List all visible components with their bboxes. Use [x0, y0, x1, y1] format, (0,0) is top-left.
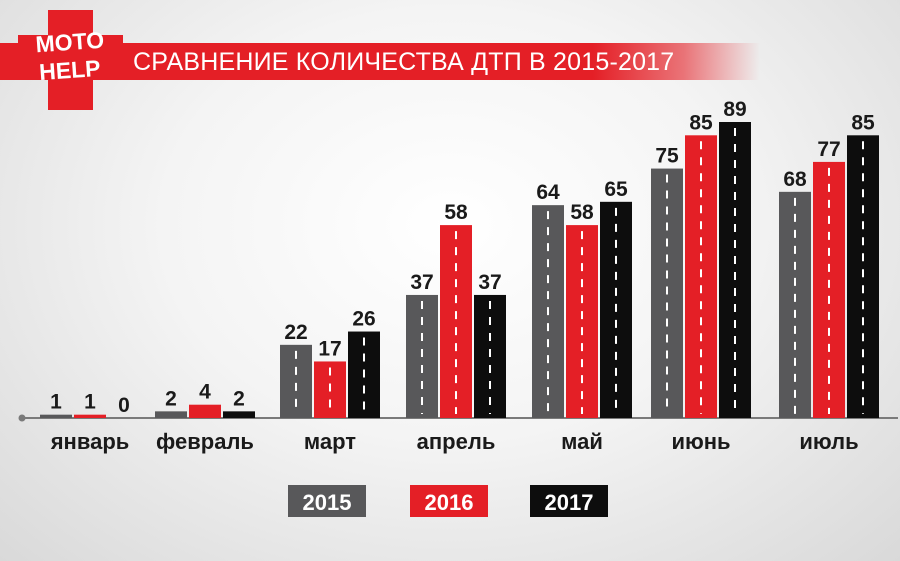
- bar-2016-3: [440, 225, 472, 418]
- category-label-1: февраль: [156, 429, 254, 454]
- data-label-2017-4: 65: [604, 178, 628, 201]
- data-label-2016-3: 58: [444, 201, 468, 224]
- data-label-2016-4: 58: [570, 201, 594, 224]
- data-label-2016-1: 4: [199, 381, 211, 404]
- data-label-2017-5: 89: [723, 98, 746, 121]
- legend-label-2015: 2015: [303, 490, 352, 515]
- data-label-2015-0: 1: [50, 391, 62, 414]
- data-label-2015-6: 68: [783, 168, 807, 191]
- category-label-5: июнь: [671, 429, 730, 454]
- data-label-2015-4: 64: [536, 181, 560, 204]
- data-label-2016-0: 1: [84, 391, 96, 414]
- bar-2015-1: [155, 411, 187, 418]
- data-label-2015-3: 37: [410, 271, 433, 294]
- data-label-2016-2: 17: [318, 337, 341, 360]
- data-label-2015-2: 22: [284, 321, 307, 344]
- data-label-2015-1: 2: [165, 387, 177, 410]
- category-label-4: май: [561, 429, 603, 454]
- legend-swatch-2015: [288, 485, 366, 517]
- category-label-2: март: [304, 429, 356, 454]
- category-label-0: январь: [50, 429, 130, 454]
- legend-swatch-2016: [410, 485, 488, 517]
- legend-swatch-2017: [530, 485, 608, 517]
- bar-2015-0: [40, 414, 72, 418]
- legend-label-2017: 2017: [545, 490, 594, 515]
- data-label-2017-3: 37: [478, 271, 501, 294]
- data-label-2015-5: 75: [655, 145, 679, 168]
- data-label-2016-5: 85: [689, 111, 713, 134]
- logo-text-moto: MOTO: [35, 27, 105, 58]
- data-label-2016-6: 77: [817, 138, 840, 161]
- bar-2016-1: [189, 404, 221, 418]
- bar-2017-1: [223, 411, 255, 418]
- data-label-2017-0: 0: [118, 394, 130, 417]
- logo-cross: [18, 10, 123, 110]
- header-band: [0, 43, 760, 80]
- category-label-3: апрель: [417, 429, 496, 454]
- bar-2016-0: [74, 414, 106, 418]
- legend-label-2016: 2016: [425, 490, 474, 515]
- logo-text-help: HELP: [38, 55, 101, 85]
- data-label-2017-6: 85: [851, 111, 875, 134]
- category-label-6: июль: [799, 429, 858, 454]
- motohelp-logo: MOTO HELP: [18, 10, 123, 110]
- bar-2016-4: [566, 225, 598, 418]
- bar-2015-6: [779, 191, 811, 418]
- data-label-2017-2: 26: [352, 308, 375, 331]
- data-label-2017-1: 2: [233, 387, 245, 410]
- page-title: СРАВНЕНИЕ КОЛИЧЕСТВА ДТП В 2015-2017: [133, 48, 675, 76]
- x-axis-start-dot: [18, 414, 26, 422]
